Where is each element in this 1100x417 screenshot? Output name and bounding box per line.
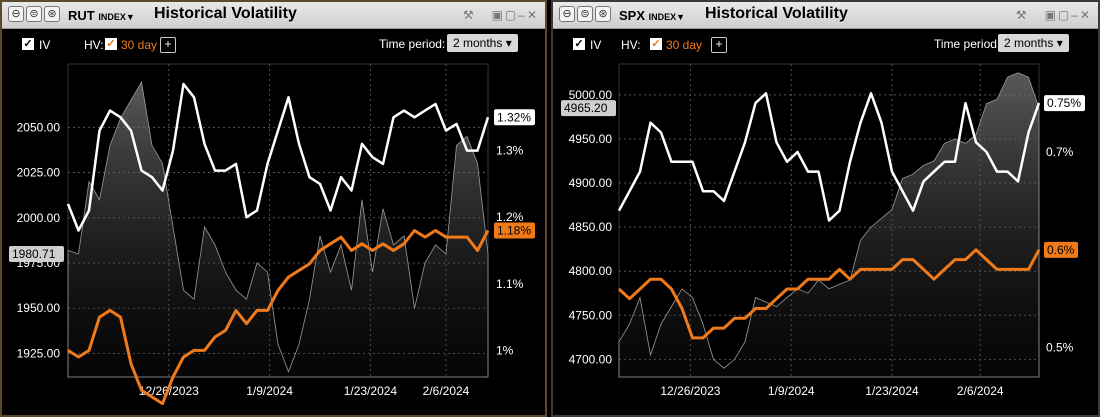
y-left-tick-label: 4900.00 bbox=[569, 176, 613, 190]
iv-label: IV bbox=[590, 38, 602, 52]
x-tick-label: 1/9/2024 bbox=[768, 384, 815, 398]
y-left-tick-label: 2000.00 bbox=[17, 211, 61, 225]
y-left-tick-label: 2025.00 bbox=[17, 166, 61, 180]
x-tick-label: 1/23/2024 bbox=[344, 384, 398, 398]
y-left-tick-label: 4850.00 bbox=[569, 220, 613, 234]
hv-checkbox[interactable]: ✓ bbox=[105, 38, 117, 50]
hv-last-value-label: 1.18% bbox=[497, 223, 531, 237]
hv-last-value-label-bg bbox=[1044, 241, 1078, 258]
iv-line bbox=[617, 92, 1041, 222]
title-bar: ⊖ ⊜ ⊛ RUT INDEX▼ Historical Volatility ⚒… bbox=[2, 2, 545, 29]
y-right-tick-label: 1.2% bbox=[496, 210, 524, 224]
x-tick-label: 1/9/2024 bbox=[246, 384, 293, 398]
y-right-tick-label: 0.7% bbox=[1046, 145, 1074, 159]
hv-checkbox[interactable]: ✓ bbox=[650, 38, 662, 50]
price-area bbox=[618, 72, 1040, 378]
y-right-tick-label: 1.3% bbox=[496, 144, 524, 158]
menu-button[interactable]: ⊜ bbox=[577, 6, 593, 22]
ticker-suffix: INDEX▼ bbox=[648, 12, 686, 22]
hv-label: HV: bbox=[621, 38, 641, 52]
hv-label: HV: bbox=[84, 38, 104, 52]
ticker-symbol: SPX bbox=[619, 8, 646, 23]
hv-window[interactable]: 30 day bbox=[666, 38, 703, 52]
window-controls[interactable]: ⚒ ▣▢–✕ bbox=[1016, 8, 1092, 22]
x-tick-label: 2/6/2024 bbox=[957, 384, 1004, 398]
hv-last-value-label: 0.6% bbox=[1047, 243, 1075, 257]
back-button[interactable]: ⊖ bbox=[8, 6, 24, 22]
y-left-tick-label: 1925.00 bbox=[17, 346, 61, 360]
y-right-tick-label: 0.5% bbox=[1046, 341, 1074, 355]
hv-last-value-label-bg bbox=[494, 222, 535, 239]
x-tick-label: 2/6/2024 bbox=[423, 384, 470, 398]
iv-line bbox=[66, 82, 490, 232]
volatility-chart: 4700.00 4750.00 4800.00 4850.00 4900.00 4950.… bbox=[561, 63, 1085, 398]
time-period-select[interactable]: 2 months ▾ bbox=[998, 34, 1069, 52]
spx-volatility-panel: ⊖ ⊜ ⊛ SPX INDEX▼ Historical Volatility ⚒… bbox=[551, 0, 1100, 417]
iv-last-value-label: 0.75% bbox=[1047, 96, 1081, 110]
window-title: Historical Volatility bbox=[154, 5, 297, 22]
price-last-value-label-bg bbox=[561, 100, 616, 117]
price-area bbox=[67, 80, 489, 378]
y-right-tick-label: 1% bbox=[496, 343, 514, 357]
price-last-value-label: 1980.71 bbox=[12, 247, 56, 261]
y-left-tick-label: 4700.00 bbox=[569, 352, 613, 366]
ticker-selector[interactable]: RUT INDEX▼ bbox=[68, 8, 135, 23]
add-study-button[interactable]: + bbox=[160, 37, 176, 53]
rut-volatility-panel: ⊖ ⊜ ⊛ RUT INDEX▼ Historical Volatility ⚒… bbox=[0, 0, 547, 417]
window-controls[interactable]: ⚒ ▣▢–✕ bbox=[463, 8, 539, 22]
back-button[interactable]: ⊖ bbox=[559, 6, 575, 22]
time-period-label: Time period: bbox=[379, 37, 446, 51]
ticker-symbol: RUT bbox=[68, 8, 95, 23]
y-left-tick-label: 4750.00 bbox=[569, 308, 613, 322]
volatility-chart: 1925.001950.001975.002000.002025.002050.… bbox=[9, 63, 535, 406]
time-period-select[interactable]: 2 months ▾ bbox=[447, 34, 518, 52]
iv-checkbox[interactable]: ✓ bbox=[573, 38, 585, 50]
chart-toolbar: ✓ IV HV: ✓ 30 day + Time period: 2 month… bbox=[553, 29, 1098, 63]
title-bar: ⊖ ⊜ ⊛ SPX INDEX▼ Historical Volatility ⚒… bbox=[553, 2, 1098, 29]
iv-checkbox[interactable]: ✓ bbox=[22, 38, 34, 50]
price-last-value-label-bg bbox=[9, 245, 64, 262]
x-tick-label: 1/23/2024 bbox=[865, 384, 919, 398]
y-left-tick-label: 1950.00 bbox=[17, 301, 61, 315]
y-left-tick-label: 4800.00 bbox=[569, 264, 613, 278]
hv-line bbox=[67, 229, 490, 406]
ticker-suffix: INDEX▼ bbox=[98, 12, 135, 22]
hv-line bbox=[617, 248, 1041, 340]
iv-last-value-label: 1.32% bbox=[497, 110, 531, 124]
iv-label: IV bbox=[39, 38, 51, 52]
time-period-label: Time period: bbox=[934, 37, 1001, 51]
price-last-value-label: 4965.20 bbox=[564, 101, 608, 115]
y-left-tick-label: 4950.00 bbox=[569, 132, 613, 146]
add-study-button[interactable]: + bbox=[711, 37, 727, 53]
settings-button[interactable]: ⊛ bbox=[44, 6, 60, 22]
y-right-tick-label: 1.1% bbox=[496, 277, 524, 291]
y-left-tick-label: 2050.00 bbox=[17, 120, 61, 134]
window-icons[interactable]: ▣▢–✕ bbox=[1044, 8, 1092, 22]
wrench-icon[interactable]: ⚒ bbox=[462, 8, 476, 22]
wrench-icon[interactable]: ⚒ bbox=[1015, 8, 1029, 22]
y-left-tick-label: 5000.00 bbox=[569, 88, 613, 102]
hv-window[interactable]: 30 day bbox=[121, 38, 158, 52]
window-icons[interactable]: ▣▢–✕ bbox=[491, 8, 539, 22]
iv-last-value-label-bg bbox=[1044, 95, 1085, 112]
ticker-selector[interactable]: SPX INDEX▼ bbox=[619, 8, 685, 23]
window-title: Historical Volatility bbox=[705, 5, 848, 22]
menu-button[interactable]: ⊜ bbox=[26, 6, 42, 22]
x-tick-label: 12/26/2023 bbox=[660, 384, 720, 398]
settings-button[interactable]: ⊛ bbox=[595, 6, 611, 22]
iv-last-value-label-bg bbox=[494, 109, 535, 126]
chart-toolbar: ✓ IV HV: ✓ 30 day + Time period: 2 month… bbox=[2, 29, 545, 63]
